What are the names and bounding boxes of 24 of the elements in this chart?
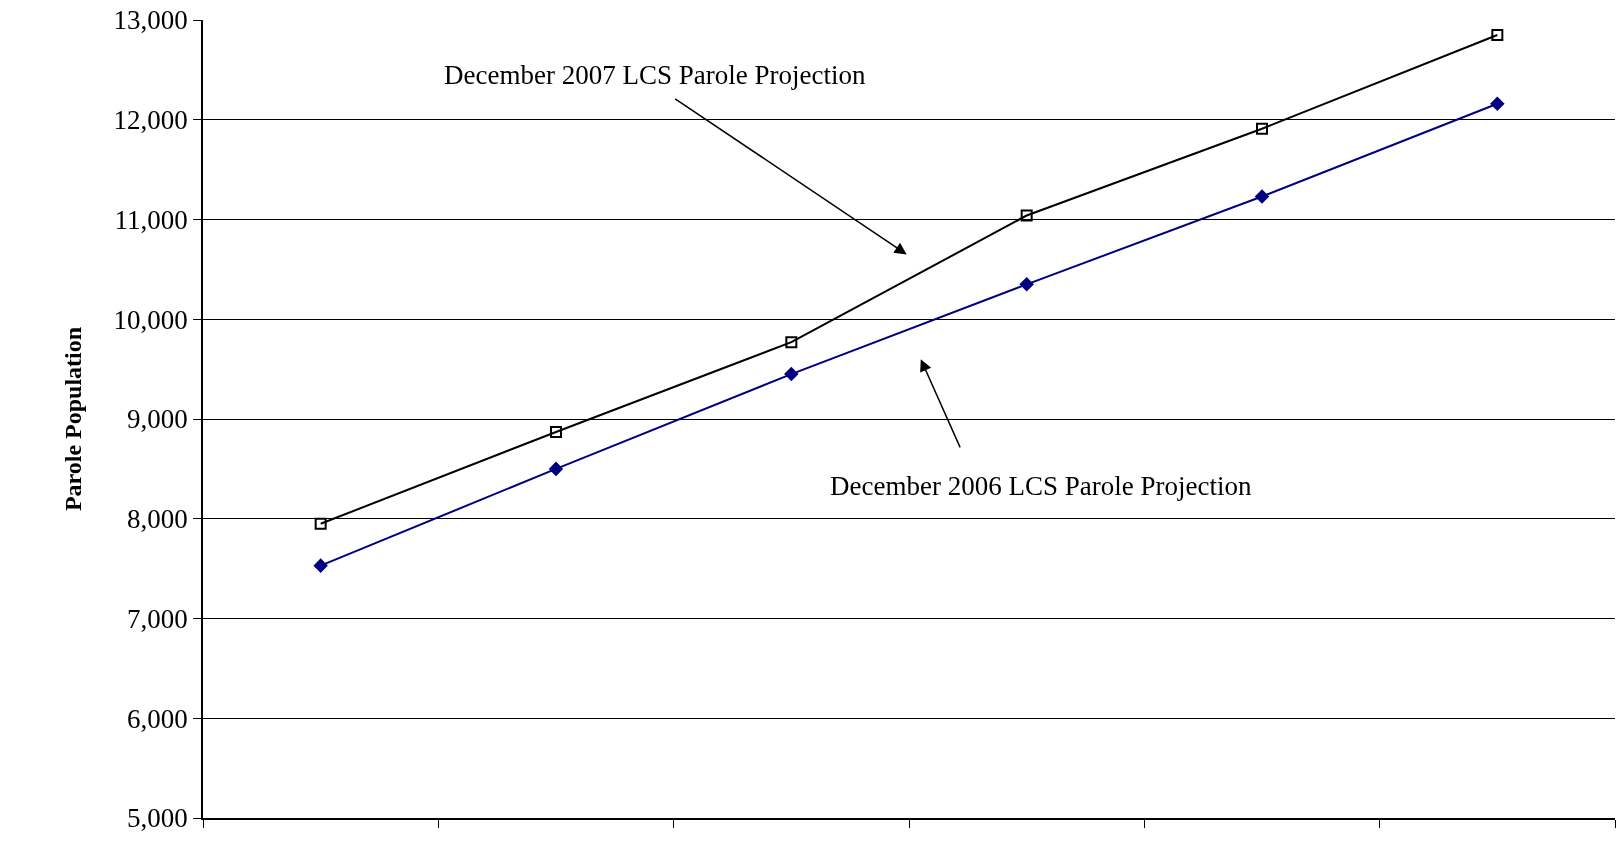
point bbox=[1020, 209, 1033, 222]
y-tick-label: 7,000 bbox=[127, 603, 188, 634]
y-tick-label: 10,000 bbox=[113, 304, 188, 335]
point bbox=[549, 462, 563, 476]
y-tick-label: 12,000 bbox=[113, 105, 188, 136]
annotation: December 2006 LCS Parole Projection bbox=[830, 471, 1252, 501]
point bbox=[1491, 28, 1504, 41]
point bbox=[1490, 96, 1505, 111]
y-tick-label: 11,000 bbox=[114, 204, 188, 235]
point bbox=[550, 425, 562, 438]
point bbox=[1019, 277, 1034, 292]
point bbox=[313, 558, 328, 573]
y-tick-label: 9,000 bbox=[127, 404, 188, 435]
point bbox=[1255, 189, 1269, 204]
point bbox=[785, 336, 798, 349]
point bbox=[784, 367, 799, 381]
y-axis-title: Parole Population bbox=[60, 326, 87, 512]
y-tick-label: 5,000 bbox=[127, 803, 188, 834]
y-tick-label: 8,000 bbox=[127, 504, 188, 535]
y-tick-label: 6,000 bbox=[127, 703, 188, 734]
point bbox=[1256, 122, 1268, 135]
y-tick-label: 13,000 bbox=[113, 5, 188, 36]
point bbox=[314, 517, 327, 530]
annotation: December 2007 LCS Parole Projection bbox=[444, 60, 866, 90]
